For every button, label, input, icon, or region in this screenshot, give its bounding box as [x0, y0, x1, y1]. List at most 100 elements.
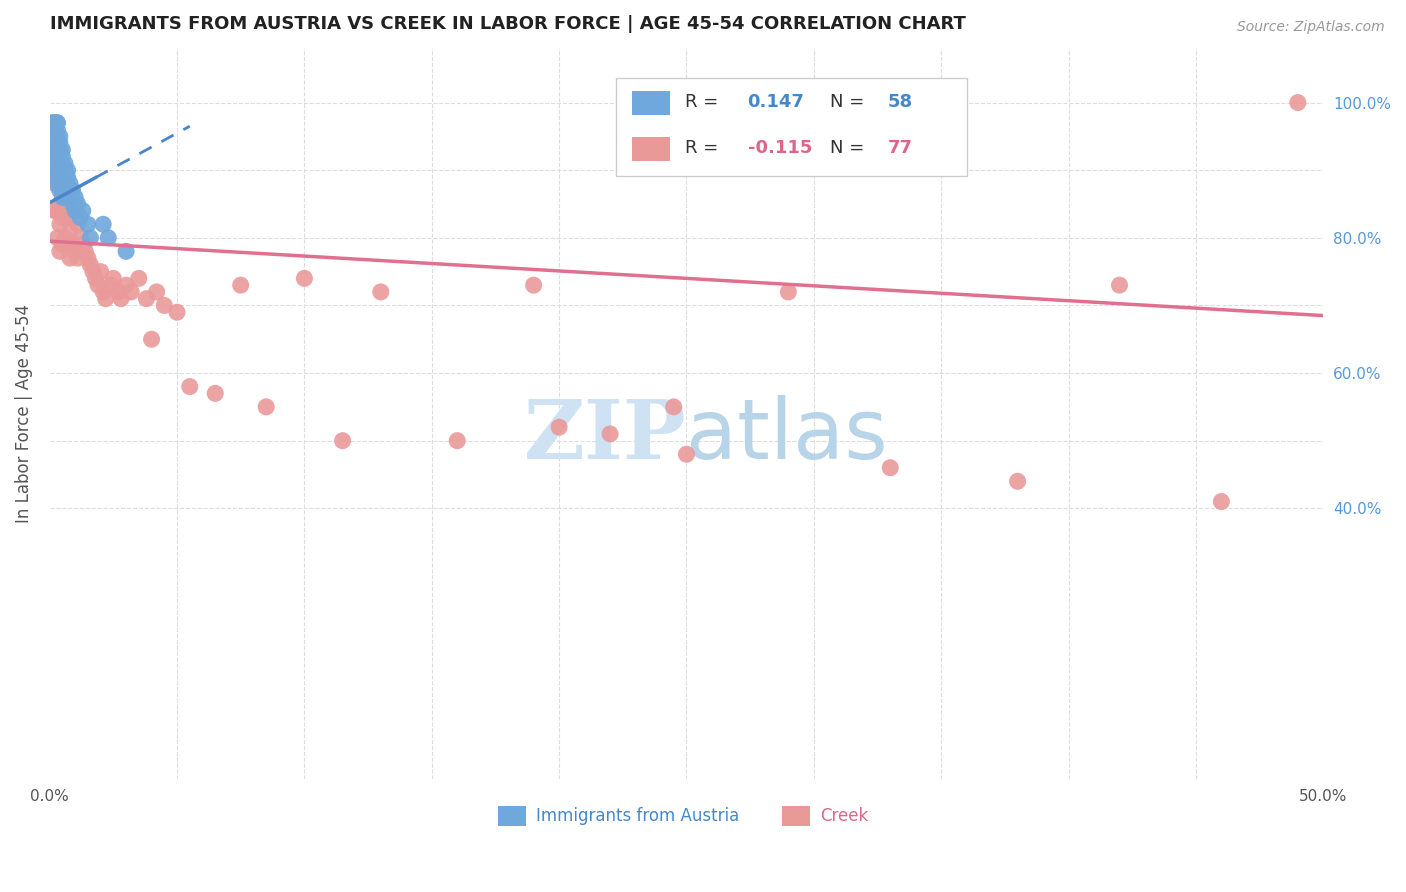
Point	[44, 136, 66, 150]
Point	[41, 129, 63, 144]
FancyBboxPatch shape	[782, 805, 810, 826]
Point	[51, 143, 73, 157]
Point	[66, 217, 89, 231]
Point	[46, 150, 69, 164]
Point	[141, 332, 163, 346]
Point	[103, 271, 125, 285]
Point	[56, 184, 79, 198]
Point	[56, 184, 79, 198]
Point	[53, 190, 76, 204]
Text: 0.147: 0.147	[748, 93, 804, 111]
Point	[153, 298, 176, 312]
Point	[79, 258, 101, 272]
Point	[135, 292, 157, 306]
Text: R =: R =	[685, 93, 724, 111]
Point	[94, 292, 117, 306]
Text: Creek: Creek	[820, 807, 869, 825]
Point	[51, 163, 73, 178]
Point	[46, 177, 69, 191]
Point	[254, 400, 277, 414]
Point	[51, 190, 73, 204]
Point	[46, 177, 69, 191]
Point	[523, 278, 546, 293]
Point	[44, 122, 66, 136]
Point	[62, 203, 84, 218]
Point	[120, 285, 142, 299]
Text: -0.115: -0.115	[748, 139, 813, 157]
Point	[49, 129, 72, 144]
Text: R =: R =	[685, 139, 724, 157]
Point	[41, 163, 63, 178]
Point	[778, 285, 800, 299]
Point	[879, 460, 901, 475]
Point	[41, 136, 63, 150]
Text: Source: ZipAtlas.com: Source: ZipAtlas.com	[1237, 20, 1385, 34]
Point	[44, 129, 66, 144]
Point	[53, 156, 76, 170]
FancyBboxPatch shape	[616, 78, 967, 177]
Point	[46, 231, 69, 245]
Point	[204, 386, 226, 401]
Point	[49, 163, 72, 178]
Point	[51, 150, 73, 164]
Point	[82, 265, 104, 279]
Point	[49, 184, 72, 198]
Point	[332, 434, 354, 448]
Text: IMMIGRANTS FROM AUSTRIA VS CREEK IN LABOR FORCE | AGE 45-54 CORRELATION CHART: IMMIGRANTS FROM AUSTRIA VS CREEK IN LABO…	[49, 15, 966, 33]
FancyBboxPatch shape	[631, 136, 669, 161]
Point	[292, 271, 315, 285]
Point	[44, 203, 66, 218]
Point	[56, 211, 79, 225]
Point	[63, 211, 86, 225]
Point	[100, 278, 122, 293]
Point	[76, 251, 98, 265]
Point	[46, 169, 69, 184]
Point	[41, 116, 63, 130]
Text: Immigrants from Austria: Immigrants from Austria	[536, 807, 740, 825]
Point	[107, 285, 129, 299]
Point	[75, 244, 97, 259]
Point	[69, 211, 91, 225]
Point	[66, 251, 89, 265]
Point	[62, 237, 84, 252]
Point	[62, 184, 84, 198]
Point	[53, 163, 76, 178]
Point	[51, 156, 73, 170]
Point	[84, 271, 107, 285]
Point	[59, 224, 82, 238]
Point	[662, 400, 685, 414]
Text: ZIP: ZIP	[524, 395, 686, 475]
Point	[59, 190, 82, 204]
Point	[66, 197, 89, 211]
Point	[97, 231, 120, 245]
Point	[229, 278, 252, 293]
Point	[51, 177, 73, 191]
Point	[49, 143, 72, 157]
Point	[49, 169, 72, 184]
Point	[46, 122, 69, 136]
Point	[46, 129, 69, 144]
Point	[145, 285, 167, 299]
Point	[46, 156, 69, 170]
Point	[62, 197, 84, 211]
Point	[56, 163, 79, 178]
Point	[79, 231, 101, 245]
Point	[44, 143, 66, 157]
Point	[72, 203, 94, 218]
Point	[53, 177, 76, 191]
Point	[51, 169, 73, 184]
Point	[56, 237, 79, 252]
Point	[128, 271, 150, 285]
Point	[49, 136, 72, 150]
Point	[44, 143, 66, 157]
Point	[53, 231, 76, 245]
Point	[1007, 475, 1029, 489]
Point	[87, 278, 110, 293]
Point	[49, 143, 72, 157]
Point	[53, 177, 76, 191]
Point	[1108, 278, 1130, 293]
Point	[53, 203, 76, 218]
Point	[49, 217, 72, 231]
Point	[49, 169, 72, 184]
Point	[76, 217, 98, 231]
